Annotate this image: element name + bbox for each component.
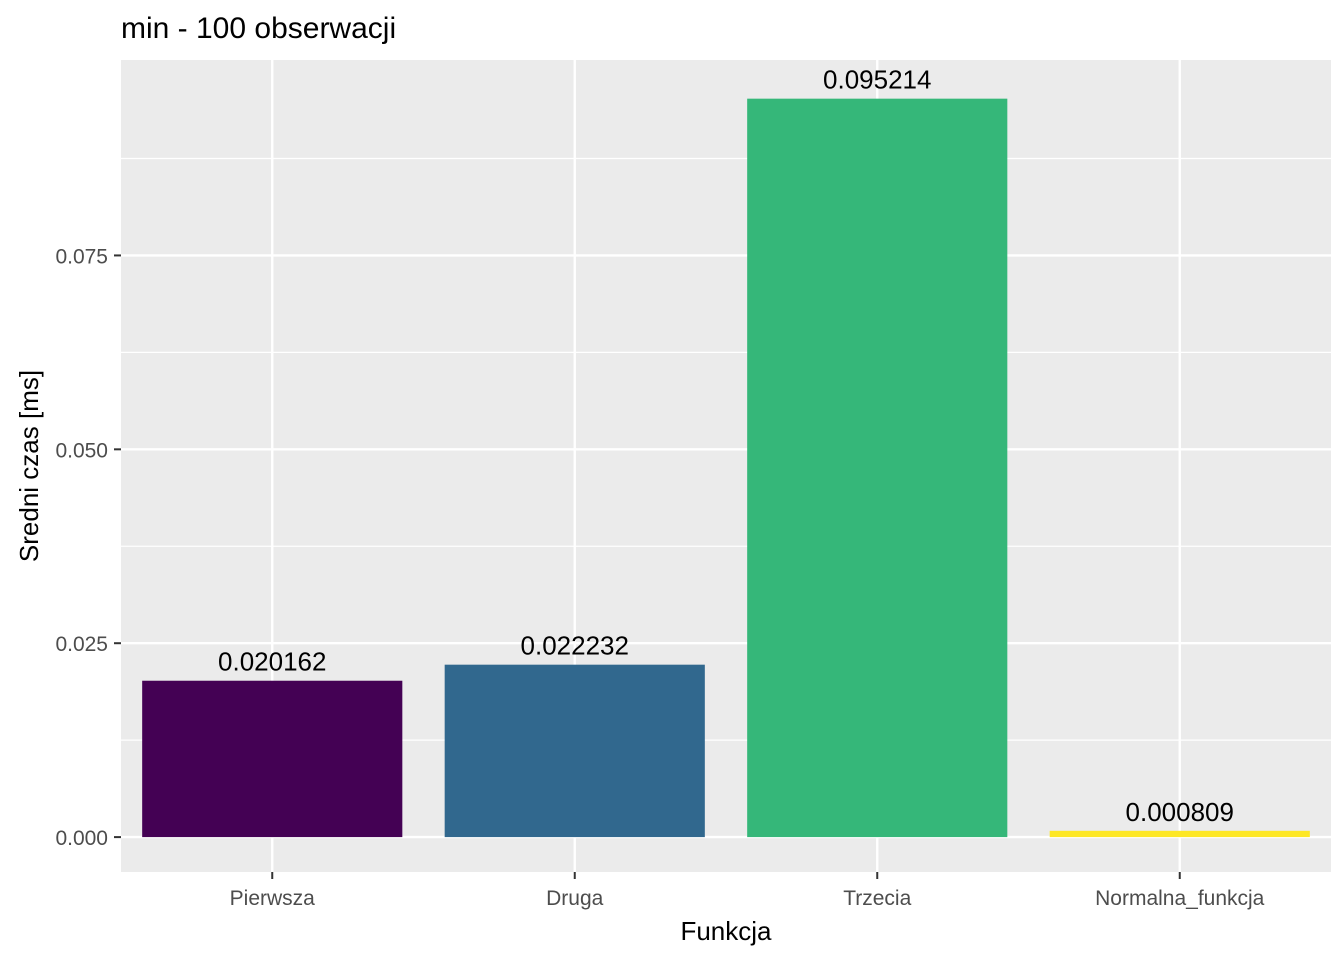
x-axis-title: Funkcja [680,916,772,946]
bar [747,98,1008,838]
y-axis: 0.000 0.025 0.050 0.075 [55,245,121,850]
x-tick-label: Druga [546,887,604,910]
chart-title: min - 100 obserwacji [121,12,397,45]
bar [444,664,705,838]
x-tick-label: Normalna_funkcja [1095,887,1265,910]
x-axis: Pierwsza Druga Trzecia Normalna_funkcja [230,872,1265,910]
data-label: 0.000809 [1126,797,1234,827]
y-tick-label: 0.025 [55,633,108,656]
bar [1049,830,1310,838]
y-tick-label: 0.075 [55,245,108,268]
y-axis-title: Sredni czas [ms] [14,370,44,562]
bars [142,98,1310,838]
data-label: 0.022232 [521,631,629,661]
y-tick-label: 0.000 [55,827,108,850]
data-label: 0.095214 [823,65,931,95]
data-label: 0.020162 [218,647,326,677]
bar [142,680,403,838]
x-tick-label: Pierwsza [230,887,316,910]
x-tick-label: Trzecia [843,887,911,910]
y-tick-label: 0.050 [55,439,108,462]
data-labels: 0.020162 0.022232 0.095214 0.000809 [218,65,1234,827]
